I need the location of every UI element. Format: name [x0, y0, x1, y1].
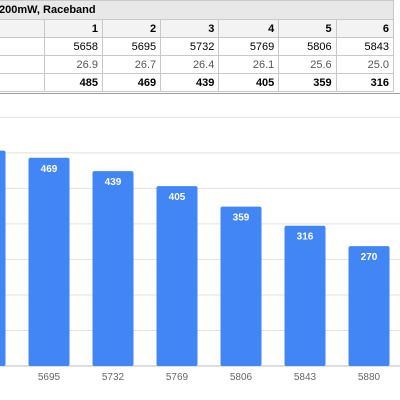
- chart-bar[interactable]: [220, 206, 262, 366]
- x-tick-label: 5732: [102, 372, 125, 383]
- chart-bar[interactable]: [156, 186, 198, 366]
- data-table: 200mW, Raceband 1 2 3 4 5 6 5658 5695 57…: [0, 0, 395, 92]
- bar-data-label: 316: [297, 232, 314, 243]
- table-cell[interactable]: 26.7: [101, 55, 162, 74]
- table-header-cell[interactable]: 5: [278, 19, 337, 38]
- bar-data-label: 405: [169, 192, 186, 203]
- table-cell[interactable]: 26.9: [43, 55, 103, 74]
- table-cell[interactable]: 469: [101, 73, 162, 92]
- section-divider: [0, 93, 400, 94]
- table-cell[interactable]: 5732: [160, 37, 220, 56]
- table-cell[interactable]: 405: [218, 73, 280, 92]
- table-cell[interactable]: 359: [278, 73, 337, 92]
- bar-data-label: 439: [105, 177, 122, 188]
- table-cell[interactable]: 26.1: [218, 55, 280, 74]
- table-title[interactable]: 200mW, Raceband: [0, 0, 394, 20]
- chart-bar[interactable]: [348, 246, 390, 366]
- bar-data-label: 359: [233, 213, 250, 224]
- table-cell[interactable]: 25.6: [278, 55, 337, 74]
- table-header-cell[interactable]: [0, 19, 45, 38]
- table-cell[interactable]: 25.0: [335, 55, 395, 74]
- table-header-cell[interactable]: 1: [43, 19, 103, 38]
- table-header-row: 1 2 3 4 5 6: [0, 19, 395, 38]
- table-header-cell[interactable]: 6: [335, 19, 395, 38]
- table-title-row: 200mW, Raceband: [0, 0, 394, 20]
- table-cell[interactable]: 5843: [335, 37, 395, 56]
- table-header-cell[interactable]: 2: [101, 19, 162, 38]
- bar-chart: 4855658469569543957324055769359580631658…: [0, 96, 400, 400]
- chart-bar[interactable]: [28, 157, 70, 366]
- table-row: 485 469 439 405 359 316: [0, 73, 395, 92]
- chart-bar[interactable]: [284, 225, 326, 366]
- table-cell[interactable]: [0, 73, 45, 92]
- x-tick-label: 5695: [38, 372, 61, 383]
- x-tick-label: 5880: [358, 372, 381, 383]
- table-cell[interactable]: 439: [160, 73, 220, 92]
- table-header-cell[interactable]: 4: [218, 19, 280, 38]
- table-cell[interactable]: 5769: [218, 37, 280, 56]
- table-cell[interactable]: [0, 37, 45, 56]
- chart-bar[interactable]: [0, 150, 6, 366]
- table-cell[interactable]: 5806: [278, 37, 337, 56]
- bar-data-label: 270: [361, 252, 378, 263]
- table-cell[interactable]: 26.4: [160, 55, 220, 74]
- table-cell[interactable]: 5695: [101, 37, 162, 56]
- chart-bar[interactable]: [92, 171, 134, 366]
- table-row: 5658 5695 5732 5769 5806 5843: [0, 37, 395, 56]
- table-cell[interactable]: 316: [335, 73, 395, 92]
- table-cell[interactable]: 485: [43, 73, 103, 92]
- bar-data-label: 469: [41, 164, 58, 175]
- table-cell[interactable]: [0, 55, 45, 74]
- table-cell[interactable]: 5658: [43, 37, 103, 56]
- x-tick-label: 5769: [166, 372, 189, 383]
- chart-canvas: 4855658469569543957324055769359580631658…: [0, 116, 400, 383]
- table-row: 26.9 26.7 26.4 26.1 25.6 25.0: [0, 55, 395, 74]
- x-tick-label: 5806: [230, 372, 253, 383]
- table-header-cell[interactable]: 3: [160, 19, 220, 38]
- x-tick-label: 5843: [294, 372, 317, 383]
